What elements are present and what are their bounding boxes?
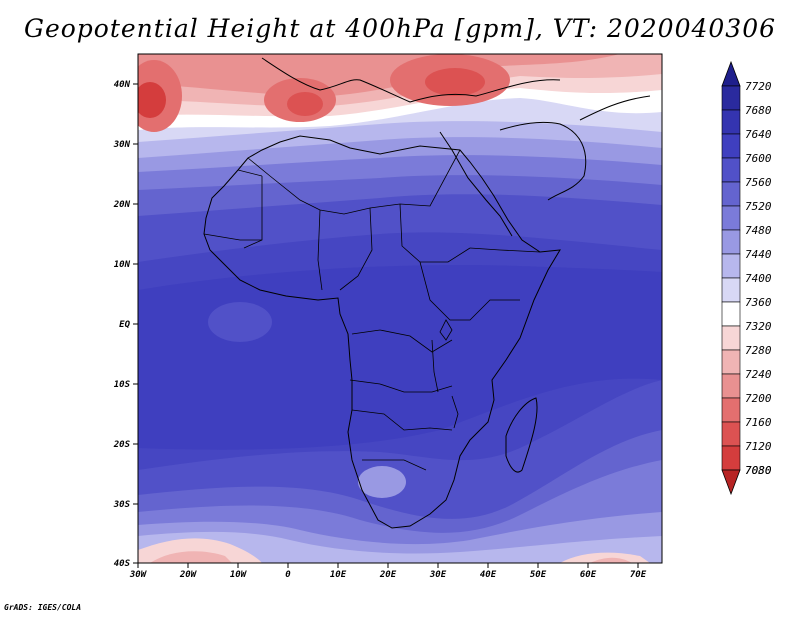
colorbar-segment bbox=[721, 181, 741, 207]
colorbar-label: 7640 bbox=[745, 128, 772, 141]
colorbar-segment bbox=[721, 205, 741, 231]
colorbar-label: 7120 bbox=[745, 440, 772, 453]
colorbar-label: 7030 bbox=[745, 464, 772, 477]
colorbar-segment bbox=[721, 85, 741, 111]
colorbar-top-arrow bbox=[721, 60, 741, 87]
colorbar-label: 7520 bbox=[745, 200, 772, 213]
africa-outline bbox=[203, 135, 561, 529]
lon-label-30w: 30W bbox=[129, 570, 148, 580]
lon-label-10w: 10W bbox=[230, 570, 248, 580]
colorbar-label: 7280 bbox=[745, 344, 772, 357]
colorbar-label: 7160 bbox=[745, 416, 772, 429]
lon-label-70e: 70E bbox=[630, 570, 647, 580]
lat-label-30n: 30N bbox=[113, 140, 131, 150]
lon-label-20e: 20E bbox=[379, 570, 397, 580]
arabian-coast bbox=[499, 121, 587, 201]
lon-label-0: 0 bbox=[285, 570, 291, 580]
colorbar-label: 7360 bbox=[745, 296, 772, 309]
lon-label-20w: 20W bbox=[179, 570, 198, 580]
colorbar-segment bbox=[721, 421, 741, 447]
asia-coast bbox=[579, 95, 651, 121]
colorbar-label: 7440 bbox=[745, 248, 772, 261]
low-south-indian bbox=[560, 552, 650, 563]
colorbar: 7720 7680 7640 7600 7560 7520 7480 7440 7400 7360… bbox=[721, 60, 772, 496]
madagascar-outline bbox=[505, 397, 538, 473]
colorbar-segment bbox=[721, 157, 741, 183]
lat-label-10s: 10S bbox=[114, 380, 131, 390]
colorbar-label: 7720 bbox=[745, 80, 772, 93]
red-sea-coast bbox=[439, 131, 513, 237]
lat-label-40s: 40S bbox=[114, 559, 131, 569]
credit-text: GrADS: IGES/COLA bbox=[4, 603, 82, 612]
colorbar-label: 7080 bbox=[745, 464, 772, 477]
europe-coast bbox=[261, 57, 561, 103]
colorbar-segment bbox=[721, 133, 741, 159]
lat-label-eq: EQ bbox=[119, 320, 130, 330]
colorbar-label: 7560 bbox=[745, 176, 772, 189]
colorbar-segment bbox=[721, 397, 741, 423]
lat-label-20n: 20N bbox=[113, 200, 131, 210]
colorbar-label: 7240 bbox=[745, 368, 772, 381]
patch-west-africa bbox=[208, 302, 272, 342]
colorbar-segment bbox=[721, 253, 741, 279]
colorbar-label: 7600 bbox=[745, 152, 772, 165]
colorbar-segment bbox=[721, 277, 741, 303]
coastlines bbox=[203, 57, 651, 529]
map-title: Geopotential Height at 400hPa [gpm], VT:… bbox=[23, 14, 777, 43]
lon-label-40e: 40E bbox=[480, 570, 497, 580]
colorbar-segment bbox=[721, 229, 741, 255]
lat-label-40n: 40N bbox=[114, 80, 131, 90]
lon-label-10e: 10E bbox=[330, 570, 347, 580]
colorbar-label: 7400 bbox=[745, 272, 772, 285]
lakes bbox=[431, 319, 459, 429]
band-7200 bbox=[138, 54, 620, 96]
colorbar-segment bbox=[721, 373, 741, 399]
lon-label-30e: 30E bbox=[429, 570, 447, 580]
patch-south-africa bbox=[358, 466, 406, 498]
colorbar-label: 7680 bbox=[745, 104, 772, 117]
lon-label-50e: 50E bbox=[530, 570, 547, 580]
band-7600 bbox=[138, 265, 662, 450]
colorbar-label: 7320 bbox=[745, 320, 772, 333]
axis-ticks bbox=[133, 83, 639, 568]
colorbar-segment bbox=[721, 301, 741, 327]
colorbar-segment bbox=[721, 325, 741, 351]
colorbar-label: 7480 bbox=[745, 224, 772, 237]
colorbar-segment bbox=[721, 109, 741, 135]
colorbar-bottom-arrow bbox=[721, 469, 741, 496]
colorbar-segment bbox=[721, 445, 741, 471]
colorbar-segment bbox=[721, 349, 741, 375]
plot-frame bbox=[137, 53, 663, 564]
lat-label-30s: 30S bbox=[113, 500, 131, 510]
height-field bbox=[138, 54, 662, 563]
lon-label-60e: 60E bbox=[580, 570, 597, 580]
lat-label-10n: 10N bbox=[114, 260, 131, 270]
colorbar-label: 7200 bbox=[745, 392, 772, 405]
lat-label-20s: 20S bbox=[113, 440, 131, 450]
country-borders bbox=[203, 149, 541, 471]
